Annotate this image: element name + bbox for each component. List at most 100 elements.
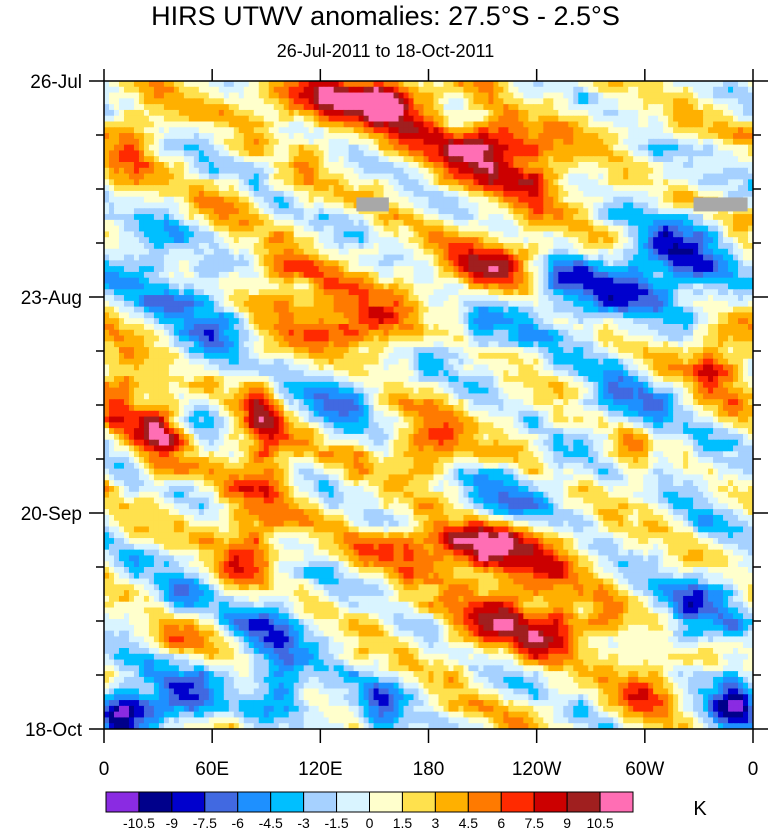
heatmap-cell: [184, 185, 190, 191]
heatmap-cell: [438, 289, 444, 295]
heatmap-cell: [533, 289, 539, 295]
heatmap-cell: [289, 191, 295, 197]
heatmap-cell: [364, 260, 370, 266]
heatmap-cell: [463, 179, 469, 185]
heatmap-cell: [219, 145, 225, 151]
heatmap-cell: [493, 197, 499, 203]
heatmap-cell: [144, 104, 150, 110]
heatmap-cell: [374, 174, 380, 180]
heatmap-cell: [533, 249, 539, 255]
heatmap-cell: [533, 168, 539, 174]
heatmap-cell: [473, 226, 479, 232]
heatmap-cell: [588, 150, 594, 156]
heatmap-cell: [528, 237, 534, 243]
heatmap-cell: [628, 174, 634, 180]
heatmap-cell: [134, 174, 140, 180]
heatmap-cell: [259, 237, 265, 243]
heatmap-cell: [648, 87, 654, 93]
heatmap-cell: [518, 110, 524, 116]
heatmap-cell: [149, 203, 155, 209]
heatmap-cell: [269, 127, 275, 133]
heatmap-cell: [653, 197, 659, 203]
heatmap-cell: [513, 150, 519, 156]
heatmap-cell: [683, 249, 689, 255]
heatmap-cell: [429, 214, 435, 220]
heatmap-cell: [284, 197, 290, 203]
heatmap-cell: [443, 110, 449, 116]
heatmap-cell: [134, 295, 140, 301]
heatmap-cell: [693, 122, 699, 128]
heatmap-cell: [678, 156, 684, 162]
heatmap-cell: [488, 127, 494, 133]
heatmap-cell: [463, 185, 469, 191]
heatmap-cell: [119, 272, 125, 278]
heatmap-cell: [583, 174, 589, 180]
heatmap-cell: [458, 87, 464, 93]
heatmap-cell: [394, 295, 400, 301]
heatmap-cell: [738, 162, 744, 168]
heatmap-cell: [668, 208, 674, 214]
heatmap-cell: [578, 255, 584, 261]
heatmap-cell: [399, 174, 405, 180]
heatmap-cell: [234, 156, 240, 162]
heatmap-cell: [139, 168, 145, 174]
heatmap-cell: [404, 127, 410, 133]
heatmap-cell: [109, 98, 115, 104]
heatmap-cell: [184, 87, 190, 93]
heatmap-cell: [319, 156, 325, 162]
heatmap-cell: [209, 156, 215, 162]
heatmap-cell: [129, 98, 135, 104]
heatmap-cell: [443, 284, 449, 290]
heatmap-cell: [104, 272, 110, 278]
heatmap-cell: [718, 174, 724, 180]
heatmap-cell: [483, 185, 489, 191]
heatmap-cell: [154, 139, 160, 145]
heatmap-cell: [543, 116, 549, 122]
heatmap-cell: [229, 243, 235, 249]
heatmap-cell: [109, 203, 115, 209]
heatmap-cell: [723, 272, 729, 278]
heatmap-cell: [339, 81, 345, 87]
heatmap-cell: [369, 104, 375, 110]
heatmap-cell: [219, 174, 225, 180]
heatmap-cell: [294, 168, 300, 174]
heatmap-cell: [508, 162, 514, 168]
heatmap-cell: [364, 133, 370, 139]
heatmap-cell: [533, 208, 539, 214]
heatmap-cell: [638, 243, 644, 249]
heatmap-cell: [114, 179, 120, 185]
heatmap-cell: [134, 110, 140, 116]
heatmap-cell: [543, 156, 549, 162]
heatmap-cell: [379, 168, 385, 174]
heatmap-cell: [473, 260, 479, 266]
heatmap-cell: [404, 214, 410, 220]
heatmap-cell: [718, 260, 724, 266]
heatmap-cell: [698, 266, 704, 272]
heatmap-cell: [503, 203, 509, 209]
heatmap-cell: [493, 226, 499, 232]
heatmap-cell: [319, 301, 325, 307]
heatmap-cell: [478, 260, 484, 266]
heatmap-cell: [638, 284, 644, 290]
heatmap-cell: [369, 179, 375, 185]
heatmap-cell: [538, 237, 544, 243]
heatmap-cell: [344, 185, 350, 191]
heatmap-cell: [414, 255, 420, 261]
heatmap-cell: [139, 208, 145, 214]
heatmap-cell: [274, 284, 280, 290]
heatmap-cell: [538, 185, 544, 191]
heatmap-cell: [419, 272, 425, 278]
heatmap-cell: [154, 81, 160, 87]
heatmap-cell: [349, 301, 355, 307]
heatmap-cell: [663, 81, 669, 87]
heatmap-cell: [508, 203, 514, 209]
heatmap-cell: [429, 266, 435, 272]
heatmap-cell: [463, 162, 469, 168]
heatmap-cell: [344, 87, 350, 93]
heatmap-cell: [443, 185, 449, 191]
heatmap-cell: [299, 289, 305, 295]
heatmap-cell: [369, 220, 375, 226]
heatmap-cell: [693, 237, 699, 243]
heatmap-cell: [698, 185, 704, 191]
heatmap-cell: [613, 162, 619, 168]
